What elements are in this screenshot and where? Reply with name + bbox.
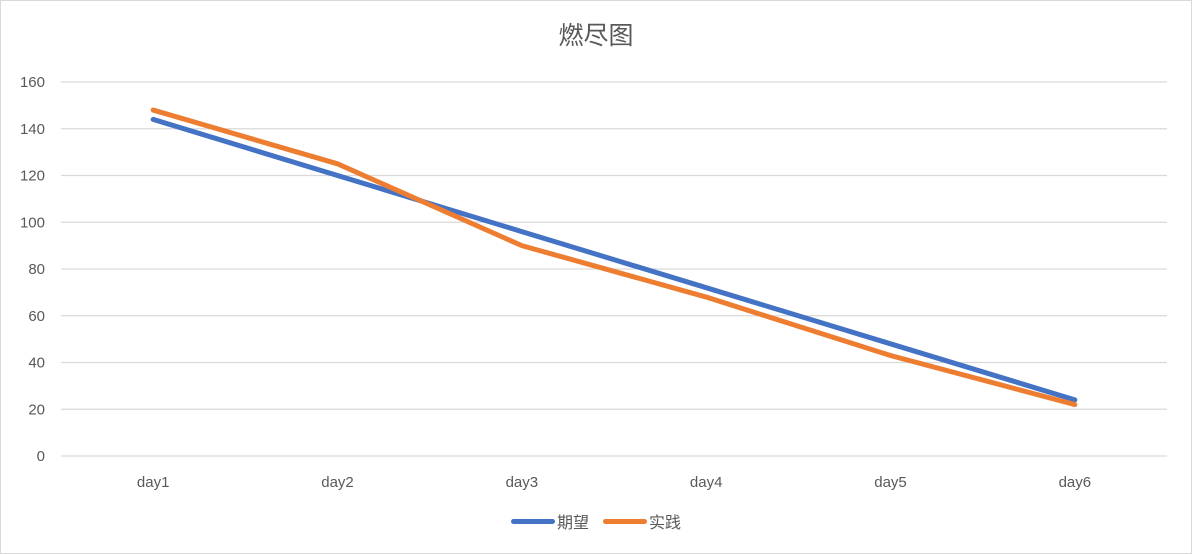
legend-item-actual[interactable]: 实践 — [603, 509, 681, 533]
y-axis: 0 20 40 60 80 100 120 140 160 — [20, 74, 45, 465]
legend-swatch-expected — [510, 518, 555, 524]
x-tick-label: day4 — [690, 474, 723, 491]
y-tick-label: 140 — [20, 121, 45, 138]
x-tick-label: day6 — [1059, 474, 1092, 491]
legend-item-expected[interactable]: 期望 — [510, 509, 589, 533]
legend: 期望 实践 — [0, 509, 1192, 533]
x-tick-label: day5 — [874, 474, 907, 491]
x-tick-label: day2 — [321, 474, 354, 491]
gridlines — [61, 81, 1167, 457]
y-tick-label: 0 — [37, 448, 45, 465]
legend-label-expected: 期望 — [556, 513, 589, 532]
legend-swatch-actual — [603, 518, 647, 524]
y-tick-label: 40 — [28, 355, 45, 372]
x-tick-label: day1 — [137, 474, 170, 491]
y-tick-label: 80 — [28, 261, 45, 278]
x-axis: day1 day2 day3 day4 day5 day6 — [137, 474, 1091, 491]
series-lines — [150, 107, 1078, 408]
y-tick-label: 20 — [28, 401, 45, 418]
legend-label-actual: 实践 — [649, 513, 682, 532]
y-tick-label: 100 — [20, 214, 45, 231]
chart-title: 燃尽图 — [558, 21, 634, 50]
series-line-actual[interactable] — [150, 107, 1078, 408]
y-tick-label: 120 — [20, 168, 45, 185]
x-tick-label: day3 — [506, 474, 539, 491]
series-line-expected[interactable] — [150, 116, 1078, 403]
y-tick-label: 60 — [28, 308, 45, 325]
y-tick-label: 160 — [20, 74, 45, 91]
